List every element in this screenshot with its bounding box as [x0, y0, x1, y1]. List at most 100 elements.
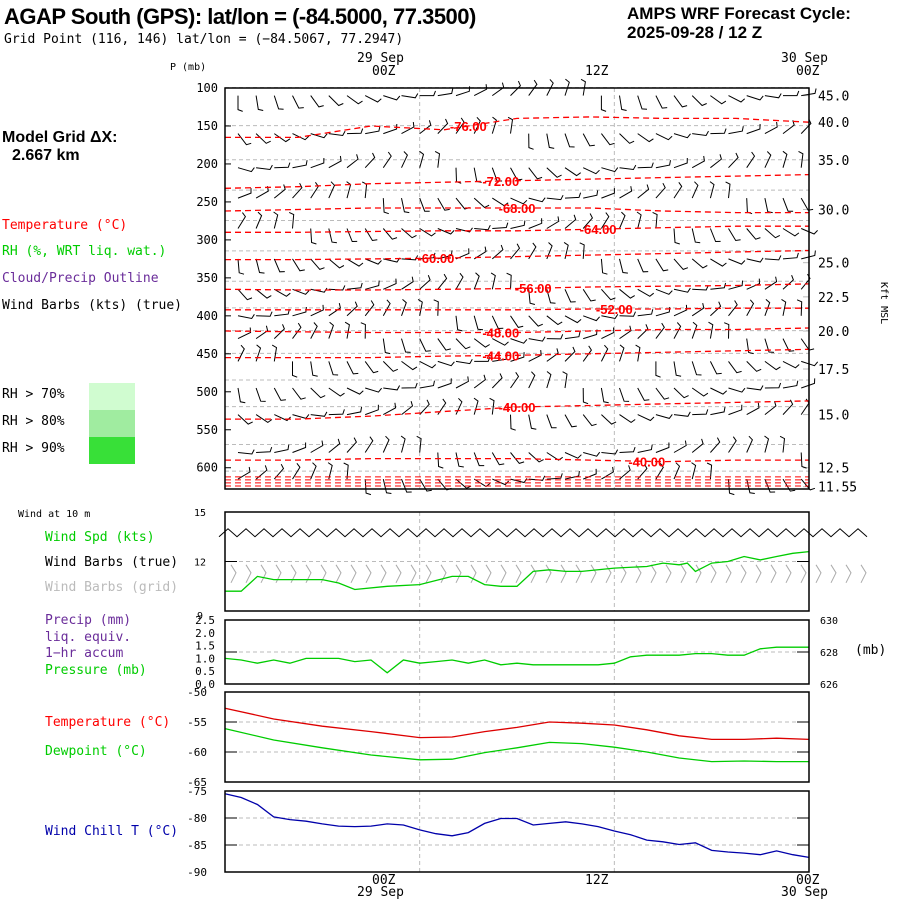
top-hour-right: 00Z: [796, 64, 820, 79]
wind-barb: [582, 167, 600, 175]
wind-barb: [455, 338, 471, 350]
wind-barb: [564, 452, 582, 459]
temperature-contour: [225, 400, 810, 420]
wind-barb: [546, 79, 554, 96]
wind-barb: [382, 299, 391, 317]
wind-barb-grid: [605, 564, 612, 584]
wind-barb: [655, 258, 669, 272]
wind-barb: [564, 78, 570, 96]
wind-barb: [492, 478, 510, 486]
wind-barb: [474, 224, 491, 231]
temperature-contour-label: -40.00: [628, 454, 665, 469]
wind-barb: [673, 411, 691, 417]
wind-barb: [346, 437, 358, 453]
wind-barb: [564, 214, 577, 229]
wind-barb-grid: [515, 564, 522, 584]
sfc-temp-panel-frame: [224, 691, 810, 783]
wind-barb: [601, 449, 619, 455]
temp-tick-label: -55: [187, 716, 207, 729]
wind-barb: [546, 452, 563, 461]
wind-barb: [346, 154, 359, 169]
wind-barb-grid: [470, 564, 477, 584]
wind-barb: [510, 452, 525, 464]
wind-barb: [273, 258, 285, 273]
wind-barb: [328, 302, 341, 317]
legend-rh-90: RH > 90%: [2, 441, 65, 456]
wind-barb: [546, 414, 557, 429]
wind-barb: [434, 150, 441, 168]
wind-barb: [728, 479, 735, 496]
wind-barb: [346, 258, 364, 267]
temperature-contour-label: -76.00: [450, 119, 487, 134]
wind-barb: [491, 452, 505, 466]
wind-barb: [364, 95, 382, 103]
height-tick-label: 11.55: [818, 481, 857, 496]
wind-barb: [364, 436, 374, 453]
wind-barb: [328, 228, 337, 244]
wind-barb: [691, 181, 699, 199]
wind-barb: [310, 361, 318, 377]
wind-barb: [401, 382, 418, 389]
wind-barb: [419, 380, 435, 389]
legend-cloud-outline: Cloud/Precip Outline: [2, 271, 159, 286]
wind-barb: [782, 380, 799, 389]
wind-barb: [619, 95, 627, 111]
wind10-panel-frame: [224, 511, 810, 612]
wind-barb: [655, 361, 661, 378]
legend-precip: Precip (mm): [45, 613, 132, 628]
wind-barb: [255, 211, 263, 229]
temperature-contour-label: -52.00: [596, 302, 633, 317]
wind-barb-grid: [455, 564, 462, 584]
wind-barb: [365, 387, 382, 393]
wind-barb: [237, 449, 255, 455]
wind-barb: [564, 331, 581, 340]
wind-barb-grid: [770, 564, 777, 584]
wind-barb: [292, 442, 307, 453]
wind-barb: [510, 80, 521, 96]
wind-barb: [710, 258, 727, 267]
legend-wind-chill: Wind Chill T (°C): [45, 824, 179, 839]
wind-barb: [491, 244, 504, 260]
wind-barb-grid: [845, 564, 852, 584]
temperature-contour: [225, 249, 810, 261]
wind-barb: [582, 289, 596, 302]
wind-barb: [310, 228, 317, 245]
wind-barb: [271, 344, 278, 362]
wind-barb: [600, 95, 607, 112]
wind-barb: [437, 273, 448, 290]
wind-barb: [328, 409, 345, 416]
legend-wind-barbs-grid: Wind Barbs (grid): [45, 580, 179, 595]
wind-barb: [637, 95, 648, 110]
wind-barb: [437, 360, 455, 367]
wind-barb: [655, 322, 665, 339]
wind-barb: [801, 250, 816, 260]
pressure-tick-label: 626: [820, 680, 838, 691]
wind-barb-grid: [830, 564, 837, 584]
wind-barb: [346, 95, 363, 105]
wind-barb: [401, 121, 415, 135]
wind-barb: [673, 157, 688, 169]
pressure-tick-label: 350: [196, 271, 218, 285]
wind-barb: [274, 288, 291, 297]
height-axis-label: Kft MSL: [878, 282, 889, 325]
wind-barb: [364, 361, 379, 374]
wind-barb: [583, 315, 600, 322]
wind-barb: [764, 338, 775, 353]
wind-barb: [546, 216, 560, 229]
height-tick-label: 20.0: [818, 325, 849, 340]
wind-barb: [601, 133, 615, 146]
wind-barb: [728, 387, 746, 393]
wind-barb: [256, 164, 273, 171]
wind-barb: [491, 373, 503, 389]
wind-barb: [619, 414, 636, 424]
wind-barb: [619, 288, 635, 299]
wind-barb-grid: [440, 564, 447, 584]
wind-barb: [489, 397, 495, 415]
wind-barb: [437, 88, 454, 97]
wind-barb: [800, 478, 816, 491]
wind-barb: [764, 299, 771, 316]
wind-barb: [273, 184, 286, 199]
wind-barb: [746, 361, 762, 372]
temperature-contour-label: -56.00: [515, 281, 552, 296]
wind-barb: [798, 150, 804, 168]
